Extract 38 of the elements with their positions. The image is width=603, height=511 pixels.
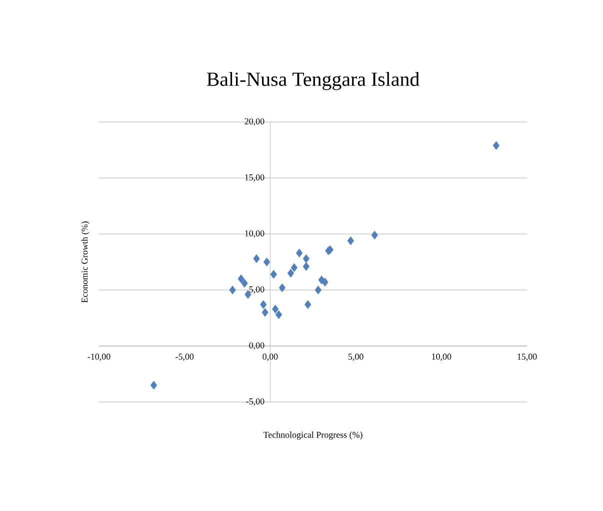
y-tick-label: 10,00 xyxy=(245,230,264,238)
x-axis-title: Technological Progress (%) xyxy=(263,432,362,440)
point xyxy=(304,300,312,309)
y-axis-title: Economic Growth (%) xyxy=(81,222,90,303)
y-tick-label: 0,00 xyxy=(249,342,264,350)
x-tick-label: -10,00 xyxy=(88,354,110,361)
point xyxy=(302,254,310,264)
point xyxy=(241,278,248,288)
y-tick-label: 20,00 xyxy=(244,118,264,126)
x-tick-label: 5,00 xyxy=(348,354,364,361)
y-tick-label: 15,00 xyxy=(245,174,264,182)
point xyxy=(150,380,158,390)
point xyxy=(262,308,268,317)
x-tick-label: 15,00 xyxy=(518,354,537,361)
point xyxy=(260,300,267,309)
point xyxy=(238,274,244,284)
point xyxy=(287,268,294,278)
chart-title: Bali-Nusa Tenggara Island xyxy=(206,72,420,90)
y-tick-label: -5,00 xyxy=(246,398,264,406)
point xyxy=(278,283,286,292)
point xyxy=(322,278,328,287)
point xyxy=(272,304,279,314)
point xyxy=(229,286,236,294)
point xyxy=(302,262,310,271)
point xyxy=(296,248,303,258)
x-tick-label: 0,00 xyxy=(262,354,278,361)
point xyxy=(263,258,270,266)
y-tick-label: 5,00 xyxy=(249,286,264,294)
point xyxy=(270,270,277,279)
point xyxy=(290,263,298,272)
point xyxy=(371,230,378,240)
point xyxy=(347,236,354,246)
point xyxy=(253,254,260,264)
x-tick-label: -5,00 xyxy=(176,354,194,361)
point xyxy=(492,141,500,150)
point xyxy=(314,286,322,294)
point xyxy=(275,310,282,320)
x-tick-label: 10,00 xyxy=(432,354,452,361)
